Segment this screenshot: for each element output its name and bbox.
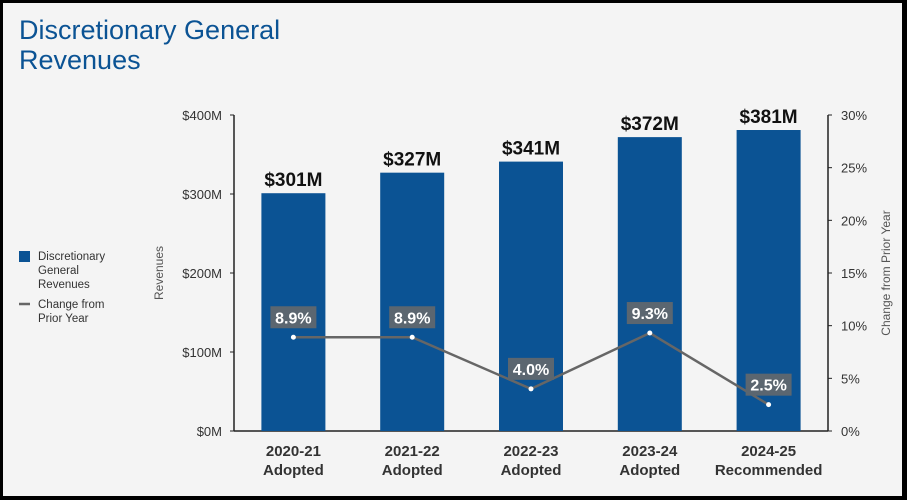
change-label: 8.9% bbox=[275, 310, 311, 327]
bar-value-label: $381M bbox=[740, 107, 798, 128]
legend-bar-label: Discretionary bbox=[38, 251, 105, 263]
bar bbox=[617, 137, 682, 431]
change-point bbox=[409, 334, 415, 340]
category-label: Adopted bbox=[501, 462, 562, 479]
bar-value-label: $372M bbox=[621, 114, 679, 135]
change-label: 4.0% bbox=[513, 362, 549, 379]
change-label-box bbox=[270, 306, 317, 329]
change-label: 9.3% bbox=[632, 306, 668, 323]
bar bbox=[380, 172, 445, 432]
category-label: 2022-23 bbox=[503, 443, 558, 460]
left-tick-label: $300M bbox=[182, 187, 222, 202]
category-label: 2024-25 bbox=[741, 443, 796, 460]
right-tick-label: 10% bbox=[841, 319, 867, 334]
category-label: Adopted bbox=[263, 462, 324, 479]
title-line-1: Discretionary General bbox=[19, 15, 281, 45]
category-label: 2020-21 bbox=[266, 443, 321, 460]
bar-value-label: $327M bbox=[383, 150, 441, 171]
left-tick-label: $0M bbox=[197, 424, 222, 439]
right-tick-label: 0% bbox=[841, 424, 860, 439]
category-label: 2023-24 bbox=[622, 443, 678, 460]
category-label: Adopted bbox=[382, 462, 443, 479]
left-tick-label: $400M bbox=[182, 108, 222, 123]
y-axis-label: Revenues bbox=[152, 246, 166, 300]
right-tick-label: 5% bbox=[841, 371, 860, 386]
legend-bar-label: General bbox=[38, 265, 79, 277]
category-label: Adopted bbox=[619, 462, 680, 479]
change-label-box bbox=[508, 357, 554, 380]
category-label: Recommended bbox=[715, 462, 823, 479]
legend-bar-label: Revenues bbox=[38, 279, 90, 291]
title-line-2: Revenues bbox=[19, 45, 141, 75]
bar-value-label: $341M bbox=[502, 139, 560, 160]
right-tick-label: 30% bbox=[841, 108, 867, 123]
change-point bbox=[647, 330, 653, 336]
change-label-box bbox=[626, 302, 673, 325]
bar bbox=[499, 161, 563, 432]
legend-bar-swatch bbox=[19, 251, 30, 262]
change-label: 2.5% bbox=[750, 378, 786, 395]
right-tick-label: 20% bbox=[841, 213, 867, 228]
left-tick-label: $100M bbox=[182, 345, 222, 360]
change-label-box bbox=[745, 373, 792, 396]
change-point bbox=[528, 386, 534, 392]
chart-title: Discretionary General Revenues bbox=[19, 15, 280, 75]
left-tick-label: $200M bbox=[182, 266, 222, 281]
change-point bbox=[290, 334, 296, 340]
change-label-box bbox=[389, 306, 436, 329]
change-label: 8.9% bbox=[394, 310, 430, 327]
right-tick-label: 25% bbox=[841, 161, 867, 176]
y2-axis-label: Change from Prior Year bbox=[879, 210, 893, 335]
category-label: 2021-22 bbox=[385, 443, 440, 460]
bar-value-label: $301M bbox=[264, 170, 322, 191]
legend-line-label: Change from bbox=[38, 299, 104, 311]
legend-line-label: Prior Year bbox=[38, 313, 89, 325]
right-tick-label: 15% bbox=[841, 266, 867, 281]
change-point bbox=[766, 402, 772, 408]
